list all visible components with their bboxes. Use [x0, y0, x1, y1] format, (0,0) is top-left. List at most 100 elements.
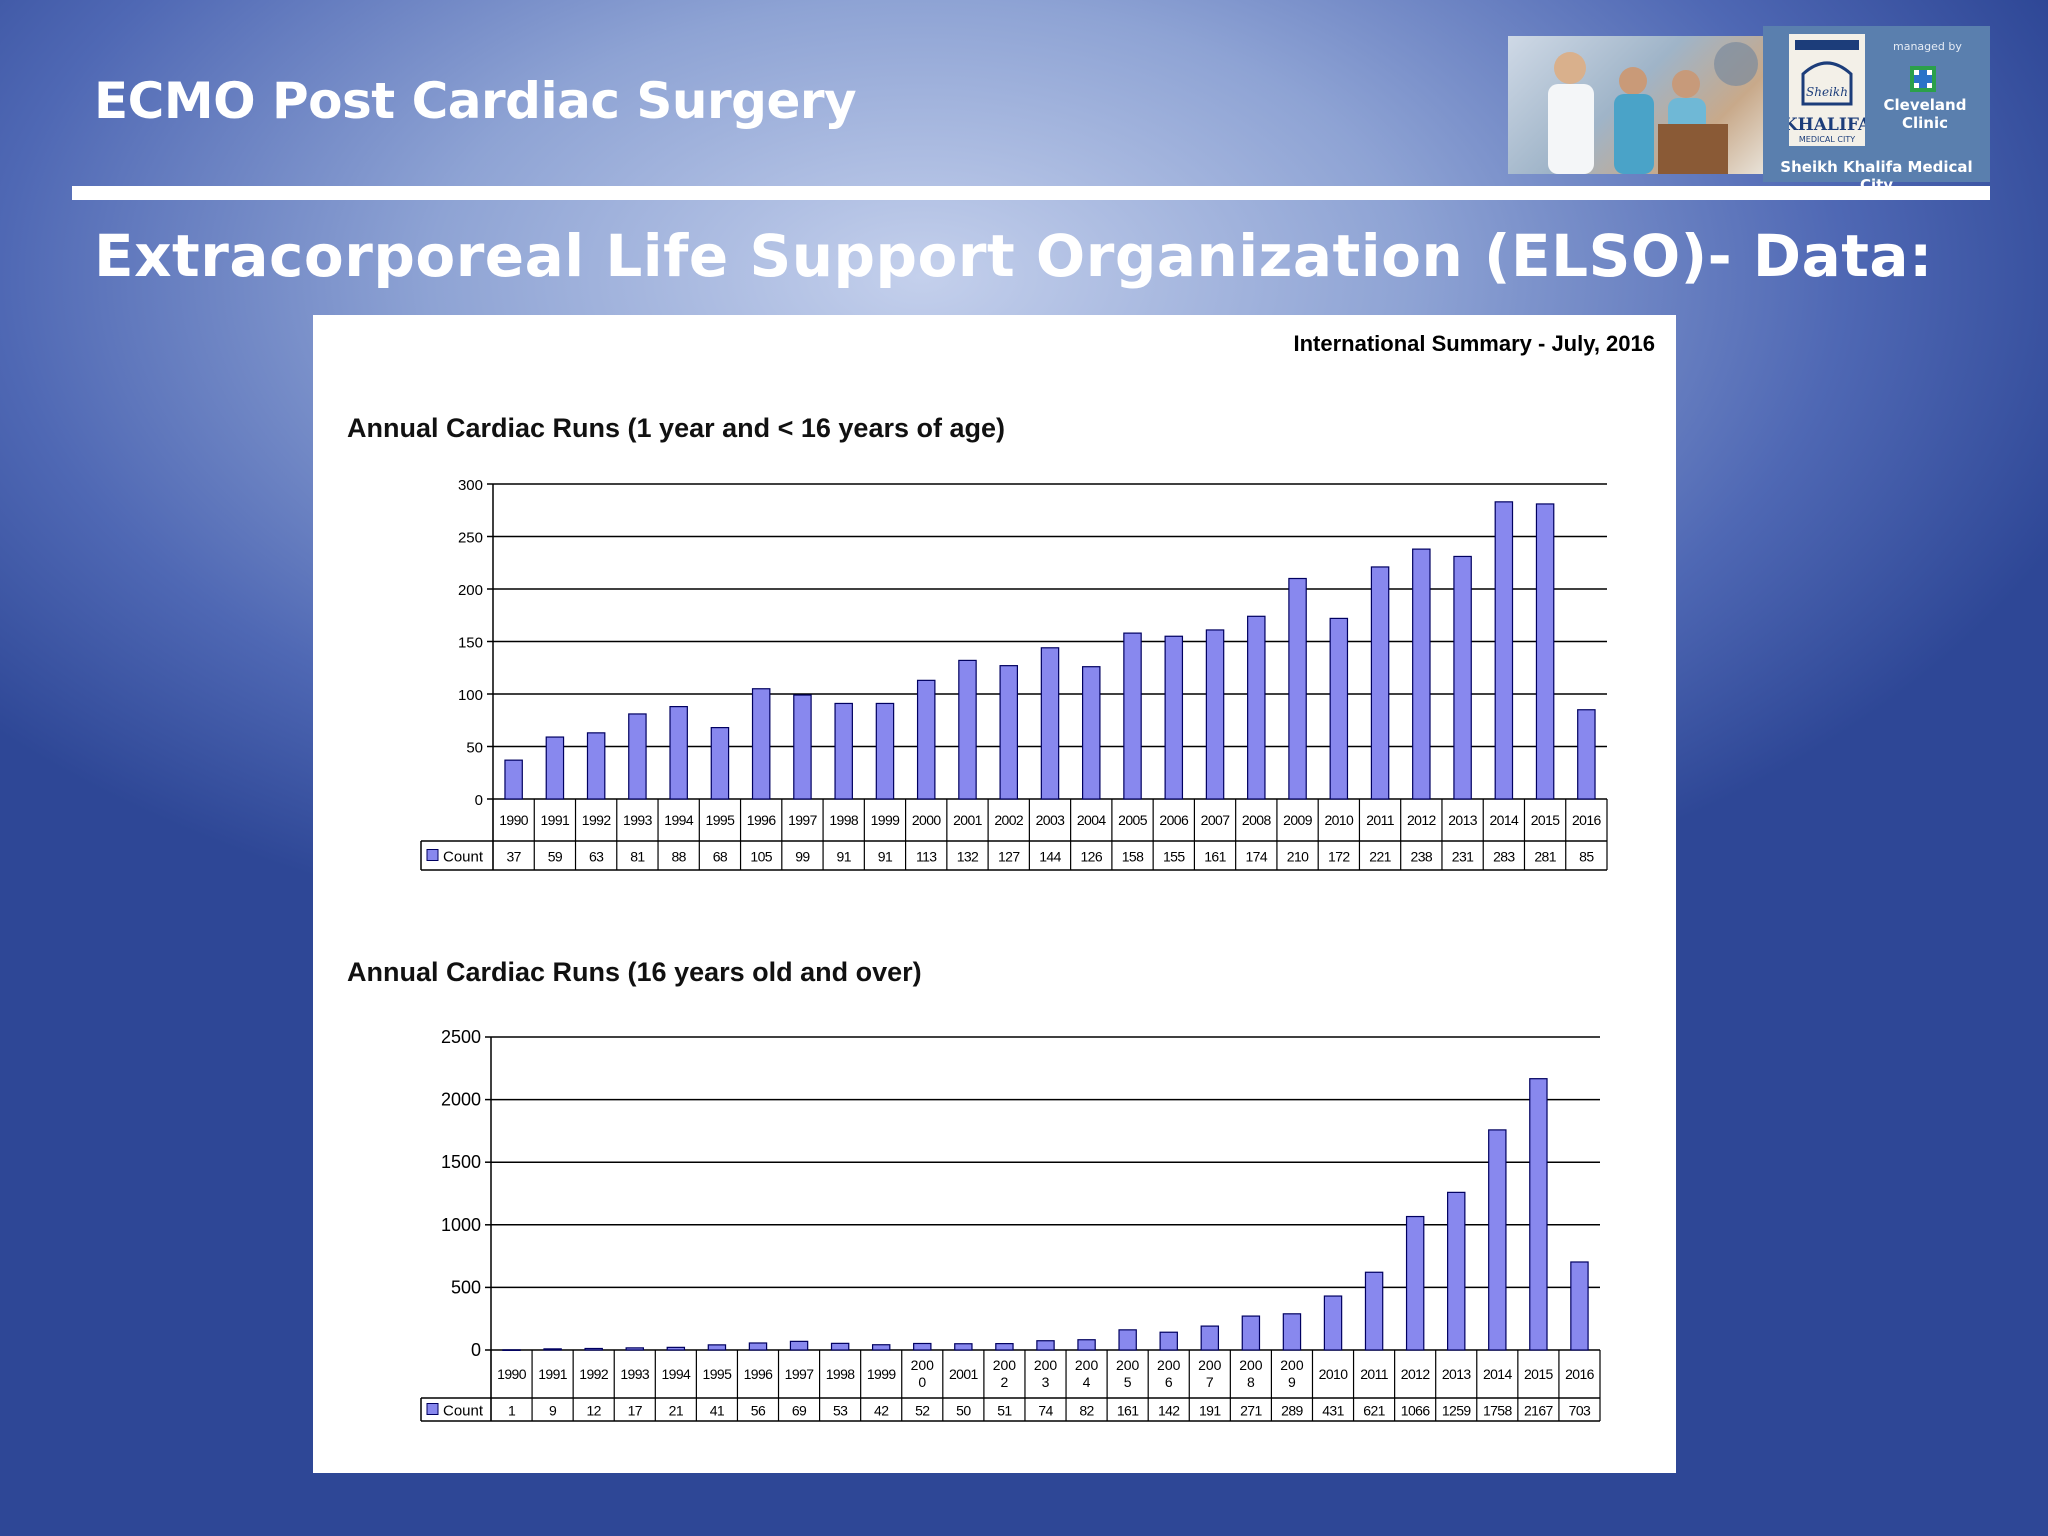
chart2-bar: [543, 1348, 562, 1351]
chart2-category-label: 1993: [620, 1366, 650, 1382]
chart2-category-label: 2010: [1319, 1366, 1349, 1382]
chart1-bar: [958, 659, 977, 800]
chart1-category-label: 1992: [582, 812, 612, 828]
chart2-value-label: 1259: [1442, 1403, 1472, 1419]
chart1-bar: [669, 706, 688, 800]
chart1-bar: [586, 732, 606, 800]
managed-by-text: managed by: [1893, 40, 1962, 53]
chart1-y-tick-label: 300: [458, 477, 483, 494]
chart1-value-label: 281: [1534, 849, 1556, 865]
chart1-category-label: 1990: [499, 812, 529, 828]
chart1-bar: [710, 727, 730, 800]
chart2-bar: [625, 1347, 644, 1351]
chart1-category-label: 1994: [664, 812, 694, 828]
chart1-value-label: 85: [1579, 849, 1594, 865]
chart2-value-label: 142: [1158, 1403, 1180, 1419]
chart1-category-label: 1991: [541, 812, 571, 828]
chart2-value-label: 82: [1079, 1403, 1094, 1419]
chart2-bar: [1405, 1215, 1425, 1351]
chart1-category-label: 2004: [1077, 812, 1107, 828]
chart2-value-label: 703: [1569, 1403, 1591, 1419]
chart2-bar: [954, 1343, 973, 1351]
chart2-category-label: 200 9: [1280, 1357, 1304, 1390]
chart1-value-label: 126: [1080, 849, 1102, 865]
chart2-bar: [1529, 1078, 1548, 1351]
chart2-value-label: 74: [1038, 1403, 1053, 1419]
chart1-value-label: 174: [1246, 849, 1268, 865]
chart2-category-label: 2011: [1360, 1366, 1389, 1382]
chart2-bar: [830, 1342, 850, 1351]
chart2-value-label: 51: [997, 1403, 1012, 1419]
chart2-y-tick-label: 0: [471, 1340, 481, 1360]
chart2-category-label: 200 4: [1075, 1357, 1099, 1390]
chart1-bar: [1535, 503, 1555, 800]
chart2-bar: [913, 1342, 932, 1351]
doctors-photo: [1508, 36, 1763, 174]
chart1-bar: [1123, 632, 1142, 800]
chart1-bar: [1329, 617, 1349, 800]
chart1-bar: [1247, 615, 1266, 800]
chart1-value-label: 144: [1039, 849, 1061, 865]
chart2-category-label: 2012: [1401, 1366, 1431, 1382]
chart1-value-label: 99: [795, 849, 810, 865]
chart2-bar: [1118, 1329, 1137, 1351]
chart2-value-label: 21: [669, 1403, 684, 1419]
chart1-value-label: 81: [630, 849, 645, 865]
chart1-value-label: 91: [878, 849, 893, 865]
chart2-category-label: 200 6: [1157, 1357, 1181, 1390]
chart2-value-label: 17: [628, 1403, 643, 1419]
chart1-value-label: 210: [1287, 849, 1309, 865]
chart2-y-tick-label: 500: [451, 1277, 481, 1297]
chart2-bar: [871, 1344, 891, 1351]
chart2-bar: [789, 1340, 809, 1351]
chart2-category-label: 200 5: [1116, 1357, 1140, 1390]
chart1-bar: [628, 713, 647, 800]
chart2-value-label: 1: [508, 1403, 516, 1419]
logo-card: Sheikh KHALIFA MEDICAL CITY managed by C…: [1763, 26, 1990, 194]
chart1-value-label: 59: [548, 849, 563, 865]
chart2-category-label: 1997: [785, 1366, 815, 1382]
chart2-category-label: 2014: [1483, 1366, 1513, 1382]
chart1-bar: [504, 759, 523, 800]
chart1-category-label: 1996: [747, 812, 777, 828]
chart1-value-label: 113: [916, 849, 937, 865]
chart2-value-label: 161: [1117, 1403, 1139, 1419]
chart2-category-label: 200 3: [1034, 1357, 1058, 1390]
chart1-value-label: 155: [1163, 849, 1185, 865]
sheikh-text: Sheikh: [1806, 85, 1848, 99]
chart1-value-label: 158: [1122, 849, 1144, 865]
chart2-bar: [584, 1347, 603, 1351]
chart1-category-label: 2016: [1572, 812, 1602, 828]
chart1-y-tick-label: 250: [458, 530, 483, 547]
chart2-bar: [1077, 1339, 1096, 1351]
chart2-y-tick-label: 1000: [441, 1215, 481, 1235]
chart2-category-label: 1999: [867, 1366, 897, 1382]
chart1-bar: [999, 665, 1019, 800]
chart1-bar: [1081, 666, 1101, 800]
chart2-category-label: 2016: [1565, 1366, 1595, 1382]
chart1-bar: [1453, 555, 1472, 800]
chart1-bar: [1040, 647, 1060, 800]
chart2-category-label: 200 0: [911, 1357, 935, 1390]
chart1-bar: [1164, 635, 1184, 800]
chart1-bar: [793, 694, 812, 800]
chart2-value-label: 41: [710, 1403, 725, 1419]
chart1-legend-label: Count: [443, 849, 484, 866]
chart1-value-label: 172: [1328, 849, 1350, 865]
chart1-category-label: 2011: [1366, 812, 1395, 828]
chart1-bar: [875, 702, 895, 800]
chart2-category-label: 1995: [703, 1366, 733, 1382]
chart2-value-label: 9: [549, 1403, 557, 1419]
chart1-category-label: 2007: [1201, 812, 1231, 828]
elso-chart-panel: International Summary - July, 2016 Annual…: [313, 315, 1676, 1473]
chart1-y-tick-label: 50: [466, 740, 483, 757]
chart2-value-label: 1066: [1401, 1403, 1431, 1419]
chart1-category-label: 2001: [953, 812, 983, 828]
chart1-y-tick-label: 0: [475, 792, 483, 809]
chart1-bar: [1288, 577, 1307, 800]
chart2-value-label: 271: [1240, 1403, 1262, 1419]
chart1-bar: [751, 688, 771, 800]
chart2-bar: [666, 1346, 686, 1351]
chart2-category-label: 1998: [826, 1366, 856, 1382]
chart1-value-label: 105: [750, 849, 772, 865]
